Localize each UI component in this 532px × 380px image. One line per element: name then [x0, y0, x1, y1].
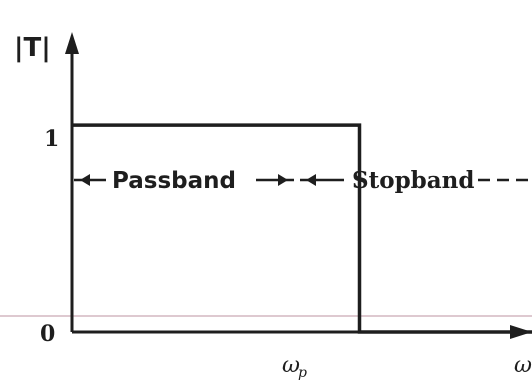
svg-text:p: p	[298, 365, 307, 380]
stopband-arrowhead-left	[306, 174, 316, 186]
passband-arrowhead-right	[278, 174, 288, 186]
y-tick-label-1: 1	[44, 126, 59, 152]
y-tick-label-0: 0	[40, 321, 55, 347]
x-tick-label-cutoff: ω p	[282, 353, 307, 380]
y-axis-arrowhead	[65, 32, 79, 54]
svg-text:ω: ω	[282, 353, 300, 378]
y-axis-label: |T|	[14, 33, 51, 63]
x-axis-label: ω	[514, 353, 532, 378]
passband-annotation: Passband	[74, 168, 294, 194]
stopband-label: Stopband	[352, 167, 474, 194]
passband-label: Passband	[112, 168, 236, 194]
stopband-annotation: Stopband	[300, 167, 532, 194]
passband-arrowhead-left	[80, 174, 90, 186]
response-curve	[72, 123, 532, 334]
